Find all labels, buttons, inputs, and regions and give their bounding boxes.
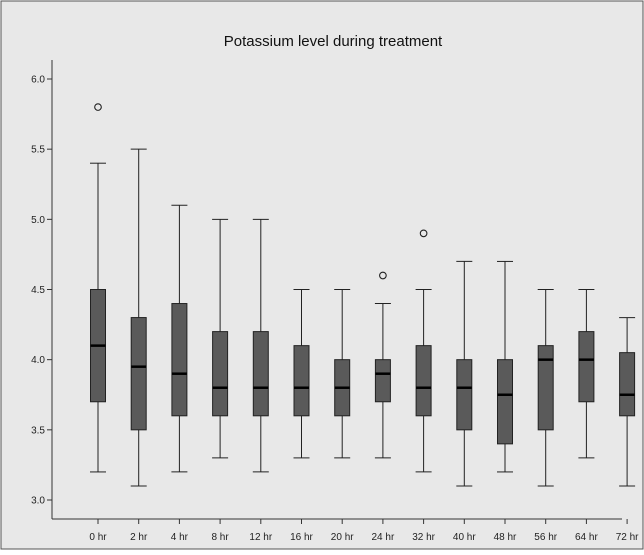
iqr-box (171, 303, 188, 417)
y-tick-label: 4.5 (31, 285, 45, 296)
box-48hr (497, 260, 513, 473)
y-tick-label: 6.0 (31, 75, 45, 86)
box-8hr (212, 218, 229, 459)
box-40hr (456, 260, 473, 487)
iqr-box (619, 352, 636, 417)
y-tick-label: 3.5 (31, 425, 45, 436)
box-56hr (537, 289, 554, 487)
x-tick-label: 0 hr (89, 532, 107, 543)
box-72hr (619, 317, 636, 487)
x-tick-label: 16 hr (290, 532, 313, 543)
x-tick-label: 40 hr (453, 532, 476, 543)
y-tick-label: 4.0 (31, 355, 45, 366)
x-tick-label: 24 hr (372, 532, 395, 543)
iqr-box (497, 359, 513, 445)
chart-title: Potassium level during treatment (224, 33, 443, 50)
iqr-box (578, 331, 595, 403)
iqr-box (456, 359, 473, 431)
box-4hr (171, 204, 188, 473)
box-20hr (334, 289, 351, 459)
iqr-box (212, 331, 229, 417)
iqr-box (130, 317, 147, 431)
x-tick-label: 56 hr (534, 532, 557, 543)
x-tick-label: 12 hr (249, 532, 272, 543)
box-24hr (374, 271, 391, 459)
box-0hr (90, 103, 106, 473)
box-64hr (578, 289, 595, 459)
axes: 3.0 3.5 4.0 4.5 5.0 5.5 6.0 0 hr 2 hr 4 hr 8 hr 12 … (31, 60, 639, 543)
outlier-point (419, 229, 428, 238)
x-tick-label: 4 hr (171, 532, 189, 543)
outlier-point (94, 103, 102, 111)
iqr-box (537, 345, 554, 431)
x-tick-label: 32 hr (412, 532, 435, 543)
box-12hr (252, 218, 269, 473)
iqr-box (415, 345, 432, 417)
x-tick-label: 48 hr (494, 532, 517, 543)
iqr-box (374, 359, 391, 403)
x-tick-label: 8 hr (211, 532, 229, 543)
x-tick-label: 64 hr (575, 532, 598, 543)
iqr-box (293, 345, 310, 417)
outlier-point (379, 271, 387, 280)
box-16hr (293, 289, 310, 459)
y-tick-label: 5.0 (31, 215, 45, 226)
box-32hr (415, 229, 432, 473)
x-tick-label: 20 hr (331, 532, 354, 543)
box-2hr (130, 148, 147, 487)
y-tick-label: 3.0 (31, 496, 45, 507)
x-tick-label: 72 hr (616, 532, 639, 543)
iqr-box (252, 331, 269, 417)
y-tick-label: 5.5 (31, 145, 45, 156)
boxes (90, 103, 636, 487)
x-tick-label: 2 hr (130, 532, 148, 543)
